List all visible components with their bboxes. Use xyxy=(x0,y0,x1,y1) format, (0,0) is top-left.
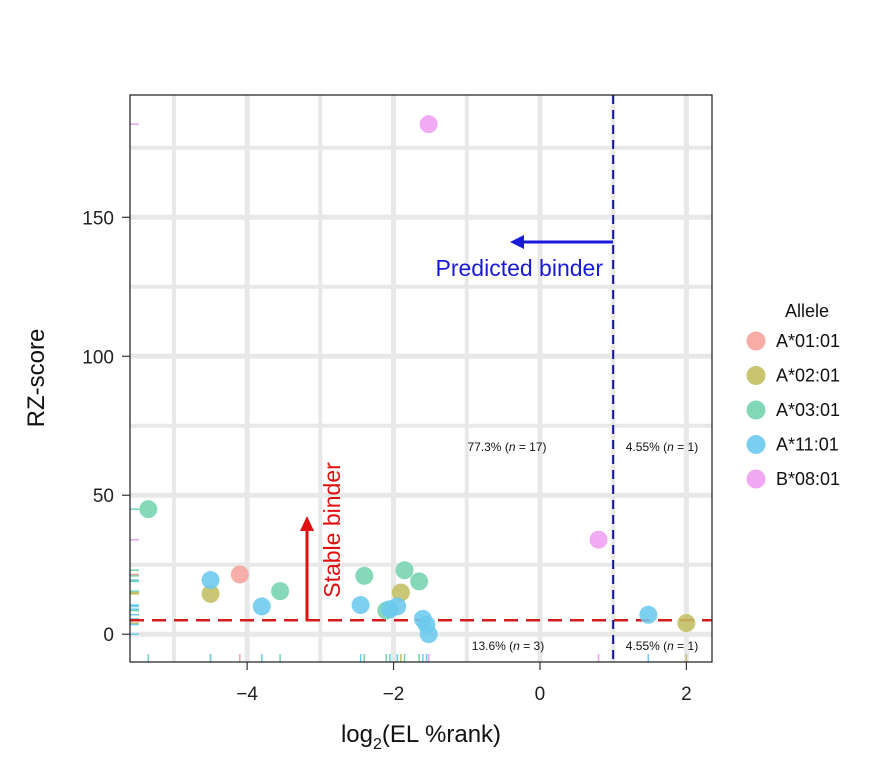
legend-label: A*11:01 xyxy=(776,435,839,455)
data-point xyxy=(252,597,271,616)
data-point xyxy=(677,614,696,633)
x-tick-label: 0 xyxy=(535,684,546,705)
legend-label: A*02:01 xyxy=(776,366,840,386)
legend-title: Allele xyxy=(785,301,829,321)
legend: Allele A*01:01 A*02:01 A*03:01 A*11:01 B*08:… xyxy=(746,301,840,489)
data-point xyxy=(395,561,414,580)
data-point xyxy=(201,571,220,590)
data-point xyxy=(355,566,374,585)
legend-swatch xyxy=(746,435,766,454)
data-point xyxy=(639,605,658,624)
plot-frame xyxy=(129,94,713,663)
data-point xyxy=(410,572,429,591)
legend-swatch xyxy=(746,400,766,420)
tick-layer: −4 −2 0 2 0 50 100 150 xyxy=(82,208,691,705)
x-axis-title: log2(EL %rank) xyxy=(341,721,501,753)
data-point xyxy=(351,596,370,615)
x-tick-label: −2 xyxy=(383,684,405,705)
y-tick-label: 50 xyxy=(93,486,114,507)
y-tick-label: 0 xyxy=(103,625,114,646)
data-point xyxy=(391,583,410,602)
legend-label: A*03:01 xyxy=(776,400,840,420)
rug-layer xyxy=(130,123,688,662)
legend-label: B*08:01 xyxy=(776,469,840,489)
data-point xyxy=(139,500,158,519)
data-point xyxy=(419,115,438,134)
x-tick-label: −4 xyxy=(236,684,258,705)
x-axis-title-subscript: 2 xyxy=(373,736,382,753)
data-point xyxy=(589,530,608,549)
annotation-bottom-left: 13.6% (n = 3) xyxy=(472,639,544,653)
data-point xyxy=(230,565,249,584)
legend-label: A*01:01 xyxy=(776,331,840,351)
x-axis-title-rest: (EL %rank) xyxy=(382,721,501,748)
data-point xyxy=(201,584,220,603)
y-tick-label: 100 xyxy=(82,347,114,368)
data-point xyxy=(271,582,290,601)
predicted-binder-label: Predicted binder xyxy=(436,255,604,281)
x-axis-title-main: log xyxy=(341,721,373,748)
legend-swatch xyxy=(746,469,766,489)
y-axis-title: RZ-score xyxy=(23,329,50,428)
points-layer xyxy=(139,115,696,644)
predicted-binder-arrowhead xyxy=(510,235,524,249)
annotation-top-left: 77.3% (n = 17) xyxy=(467,440,546,454)
annotation-top-right: 4.55% (n = 1) xyxy=(626,440,698,454)
annotation-bottom-right: 4.55% (n = 1) xyxy=(626,639,698,653)
y-tick-label: 150 xyxy=(82,208,114,229)
stable-binder-arrowhead xyxy=(300,516,314,531)
legend-swatch xyxy=(746,331,766,351)
legend-swatch xyxy=(746,366,766,385)
x-tick-label: 2 xyxy=(681,684,692,705)
data-point xyxy=(388,597,407,616)
stable-binder-label: Stable binder xyxy=(319,462,345,598)
grid-layer xyxy=(130,95,712,662)
data-point xyxy=(419,625,438,644)
plot-border xyxy=(129,94,713,663)
